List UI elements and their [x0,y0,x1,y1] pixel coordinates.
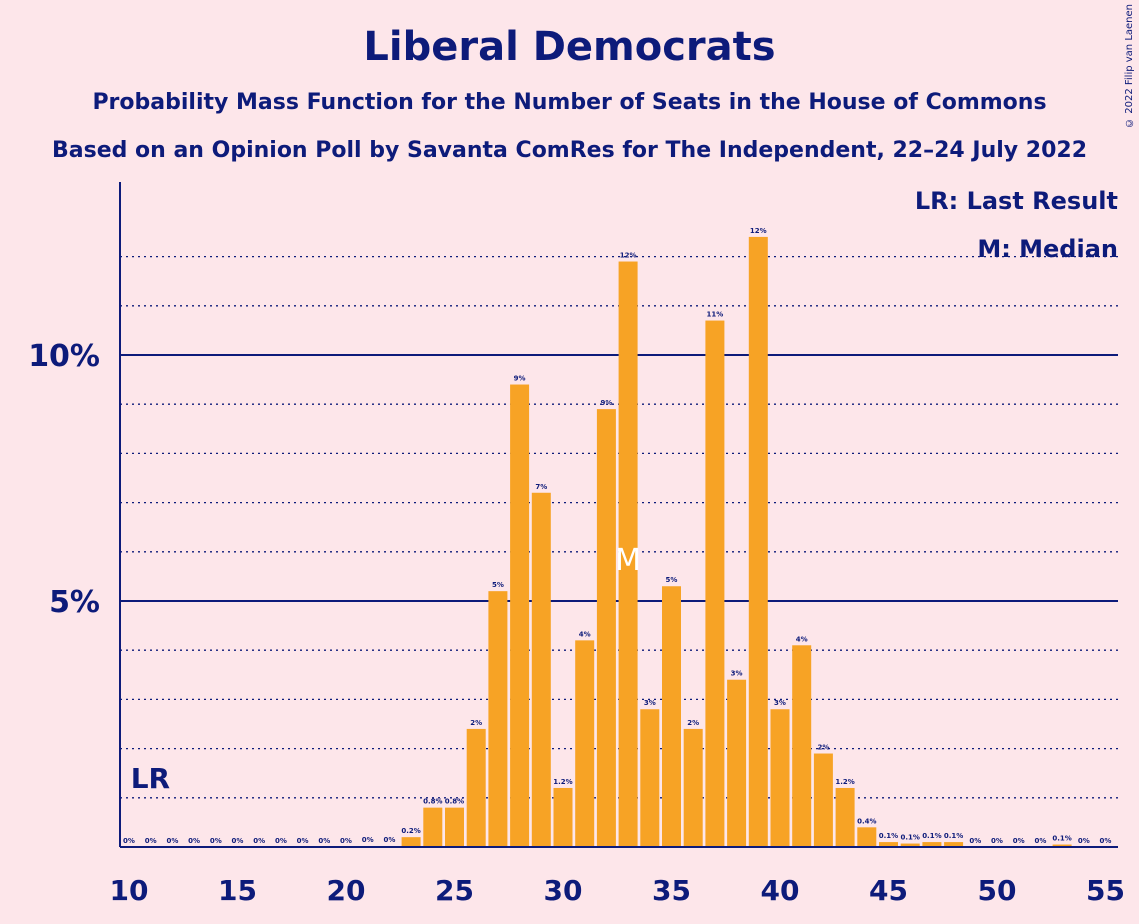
bar-label-seat-13: 0% [188,837,200,845]
bar-seat-40 [770,709,790,847]
bar-seat-32 [596,409,616,847]
bar-label-seat-24: 0.8% [423,798,442,806]
bar-label-seat-44: 0.4% [857,817,876,825]
markers: LR M [131,543,641,795]
x-tick-45: 45 [869,874,908,907]
bar-label-seat-35: 5% [666,576,678,584]
bar-label-seat-19: 0% [318,837,330,845]
bar-seat-26 [466,728,486,847]
median-marker: M [615,543,641,578]
bar-seat-53 [1052,844,1072,847]
bar-seat-27 [488,591,508,847]
bar-seat-45 [879,842,898,847]
bar-seat-33 [618,261,638,847]
bar-label-seat-21: 0% [362,836,374,844]
bar-label-seat-15: 0% [232,837,244,845]
bar-seat-47 [922,842,942,847]
bar-label-seat-28: 9% [514,375,526,383]
bar-label-seat-38: 3% [731,670,743,678]
bar-label-seat-14: 0% [210,837,222,845]
chart-title: Liberal Democrats [363,24,776,70]
legend: LR: Last Result M: Median [915,187,1118,263]
bar-seat-39 [748,236,768,848]
chart-source: Based on an Opinion Poll by Savanta ComR… [51,138,1088,163]
bar-label-seat-55: 0% [1100,837,1112,845]
bar-label-seat-34: 3% [644,699,656,707]
x-tick-55: 55 [1086,874,1125,907]
bar-label-seat-37: 11% [707,311,724,319]
bar-label-seat-39: 12% [750,227,767,235]
bar-seat-38 [727,679,747,847]
bar-label-seat-41: 4% [796,635,808,643]
bar-seat-25 [445,807,464,847]
bar-seat-24 [423,807,443,847]
bar-seat-44 [857,827,877,847]
last-result-marker: LR [131,762,170,795]
bar-label-seat-40: 3% [774,699,786,707]
bar-labels: 0% 0% 0% 0% 0% 0% 0% 0% 0% 0% 0% 0% 0% 0.2% 0.8% 0.8% 2%… [123,227,1111,845]
bar-seat-34 [640,709,660,847]
bar-seat-48 [944,842,964,847]
x-tick-30: 30 [544,874,583,907]
bar-label-seat-42: 2% [817,744,829,752]
bar-label-seat-49: 0% [969,837,981,845]
bar-seat-36 [683,728,703,847]
bar-label-seat-23: 0.2% [401,827,420,835]
bar-label-seat-27: 5% [492,581,504,589]
bar-label-seat-26: 2% [470,719,482,727]
axes [119,182,1118,848]
bars [358,236,1072,848]
bar-label-seat-36: 2% [687,719,699,727]
y-tick-5: 5% [49,585,100,620]
bar-label-seat-29: 7% [535,483,547,491]
bar-label-seat-48: 0.1% [944,832,963,840]
x-tick-15: 15 [218,874,257,907]
x-tick-35: 35 [652,874,691,907]
bar-label-seat-20: 0% [340,837,352,845]
bar-label-seat-17: 0% [275,837,287,845]
bar-seat-28 [510,384,530,847]
bar-label-seat-46: 0.1% [900,834,919,842]
bar-seat-31 [575,640,595,847]
bar-label-seat-50: 0% [991,837,1003,845]
bar-label-seat-47: 0.1% [922,832,941,840]
bar-seat-42 [813,753,833,847]
bar-label-seat-54: 0% [1078,837,1090,845]
bar-label-seat-25: 0.8% [445,798,464,806]
bar-seat-35 [662,586,681,847]
tick-labels: 10 15 20 25 30 35 40 45 50 55 5% 10% [28,339,1125,907]
bar-label-seat-16: 0% [253,837,265,845]
chart-subtitle: Probability Mass Function for the Number… [92,90,1047,115]
bar-seat-41 [792,645,812,847]
bar-seat-43 [835,787,855,847]
bar-seat-37 [705,320,725,847]
bar-label-seat-18: 0% [297,837,309,845]
bar-label-seat-11: 0% [145,837,157,845]
bar-seat-30 [553,787,573,847]
bar-label-seat-22: 0% [383,836,395,844]
legend-last-result: LR: Last Result [915,187,1118,215]
bar-label-seat-51: 0% [1013,837,1025,845]
bar-seat-29 [531,492,551,847]
x-tick-50: 50 [978,874,1017,907]
bar-seat-23 [401,837,421,847]
bar-label-seat-52: 0% [1034,837,1046,845]
bar-label-seat-53: 0.1% [1052,835,1071,843]
legend-median: M: Median [977,235,1118,263]
x-tick-25: 25 [435,874,474,907]
bar-label-seat-31: 4% [579,630,591,638]
x-tick-10: 10 [110,874,149,907]
bar-label-seat-30: 1.2% [553,778,572,786]
bar-label-seat-32: 9% [600,399,612,407]
bar-label-seat-45: 0.1% [879,832,898,840]
bar-seat-46 [900,843,920,847]
x-tick-20: 20 [327,874,366,907]
bar-label-seat-12: 0% [166,837,178,845]
bar-label-seat-43: 1.2% [835,778,854,786]
y-tick-10: 10% [28,339,100,374]
x-tick-40: 40 [761,874,800,907]
bar-label-seat-10: 0% [123,837,135,845]
bar-label-seat-33: 12% [620,252,637,260]
